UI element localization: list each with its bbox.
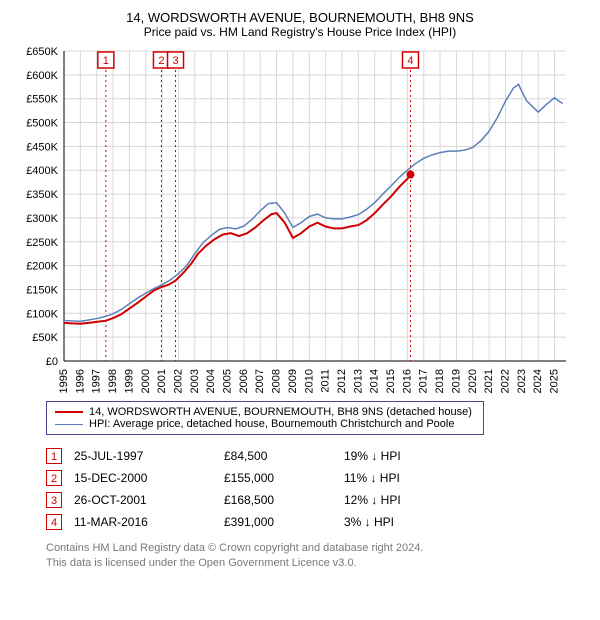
- legend-swatch: [55, 411, 83, 413]
- event-delta: 12% ↓ HPI: [344, 493, 454, 507]
- svg-text:1: 1: [103, 55, 109, 67]
- svg-text:2021: 2021: [483, 369, 495, 393]
- svg-text:2000: 2000: [140, 369, 152, 393]
- svg-text:2017: 2017: [418, 369, 430, 393]
- legend-swatch: [55, 424, 83, 425]
- svg-text:1995: 1995: [58, 369, 70, 393]
- event-row: 1 25-JUL-1997£84,50019% ↓ HPI: [46, 445, 588, 467]
- event-price: £168,500: [224, 493, 344, 507]
- event-number-box: 2: [46, 470, 62, 486]
- svg-text:2020: 2020: [467, 369, 479, 393]
- svg-text:£450K: £450K: [26, 141, 58, 153]
- svg-text:2016: 2016: [401, 369, 413, 393]
- svg-text:2014: 2014: [369, 369, 381, 393]
- svg-text:£150K: £150K: [26, 284, 58, 296]
- svg-text:2022: 2022: [499, 369, 511, 393]
- event-price: £155,000: [224, 471, 344, 485]
- event-row: 4 11-MAR-2016£391,0003% ↓ HPI: [46, 511, 588, 533]
- event-date: 25-JUL-1997: [74, 449, 224, 463]
- svg-text:2009: 2009: [287, 369, 299, 393]
- event-delta: 3% ↓ HPI: [344, 515, 454, 529]
- event-delta: 11% ↓ HPI: [344, 471, 454, 485]
- svg-text:2024: 2024: [532, 369, 544, 393]
- svg-text:2004: 2004: [205, 369, 217, 393]
- svg-text:£550K: £550K: [26, 94, 58, 106]
- svg-text:£400K: £400K: [26, 165, 58, 177]
- event-date: 26-OCT-2001: [74, 493, 224, 507]
- svg-text:£0: £0: [46, 356, 58, 368]
- svg-text:2001: 2001: [156, 369, 168, 393]
- legend-item-hpi: HPI: Average price, detached house, Bour…: [55, 418, 475, 430]
- svg-text:2015: 2015: [385, 369, 397, 393]
- svg-text:£300K: £300K: [26, 213, 58, 225]
- svg-text:2025: 2025: [549, 369, 561, 393]
- svg-text:2002: 2002: [172, 369, 184, 393]
- svg-text:2003: 2003: [189, 369, 201, 393]
- svg-text:£500K: £500K: [26, 118, 58, 130]
- legend-label: 14, WORDSWORTH AVENUE, BOURNEMOUTH, BH8 …: [89, 406, 472, 418]
- event-row: 2 15-DEC-2000£155,00011% ↓ HPI: [46, 467, 588, 489]
- svg-text:2013: 2013: [352, 369, 364, 393]
- attribution-line: Contains HM Land Registry data © Crown c…: [46, 541, 588, 556]
- legend: 14, WORDSWORTH AVENUE, BOURNEMOUTH, BH8 …: [46, 401, 484, 435]
- event-price: £391,000: [224, 515, 344, 529]
- event-delta: 19% ↓ HPI: [344, 449, 454, 463]
- svg-text:£50K: £50K: [32, 332, 58, 344]
- svg-text:1998: 1998: [107, 369, 119, 393]
- svg-text:£100K: £100K: [26, 308, 58, 320]
- event-date: 15-DEC-2000: [74, 471, 224, 485]
- svg-text:£600K: £600K: [26, 70, 58, 82]
- svg-text:£650K: £650K: [26, 46, 58, 58]
- event-number-box: 4: [46, 514, 62, 530]
- event-table: 1 25-JUL-1997£84,50019% ↓ HPI 2 15-DEC-2000…: [46, 445, 588, 533]
- event-date: 11-MAR-2016: [74, 515, 224, 529]
- svg-text:2008: 2008: [271, 369, 283, 393]
- line-chart: £0 £50K £100K £150K £200K £250K £300K £350K £400…: [12, 45, 572, 395]
- svg-text:1999: 1999: [123, 369, 135, 393]
- svg-text:2: 2: [158, 55, 164, 67]
- svg-text:1997: 1997: [91, 369, 103, 393]
- event-number-box: 1: [46, 448, 62, 464]
- chart-subtitle: Price paid vs. HM Land Registry's House …: [12, 25, 588, 39]
- event-row: 3 26-OCT-2001£168,50012% ↓ HPI: [46, 489, 588, 511]
- svg-text:2010: 2010: [303, 369, 315, 393]
- svg-text:1996: 1996: [74, 369, 86, 393]
- legend-label: HPI: Average price, detached house, Bour…: [89, 418, 454, 430]
- svg-text:2007: 2007: [254, 369, 266, 393]
- attribution: Contains HM Land Registry data © Crown c…: [46, 541, 588, 571]
- legend-item-price-paid: 14, WORDSWORTH AVENUE, BOURNEMOUTH, BH8 …: [55, 406, 475, 418]
- chart-title: 14, WORDSWORTH AVENUE, BOURNEMOUTH, BH8 …: [12, 10, 588, 25]
- event-price: £84,500: [224, 449, 344, 463]
- svg-text:2023: 2023: [516, 369, 528, 393]
- svg-text:4: 4: [407, 55, 413, 67]
- svg-text:3: 3: [172, 55, 178, 67]
- svg-text:2018: 2018: [434, 369, 446, 393]
- svg-text:2011: 2011: [320, 369, 332, 393]
- svg-text:2019: 2019: [450, 369, 462, 393]
- svg-text:£200K: £200K: [26, 261, 58, 273]
- chart-area: £0 £50K £100K £150K £200K £250K £300K £350K £400…: [12, 45, 588, 395]
- attribution-line: This data is licensed under the Open Gov…: [46, 556, 588, 571]
- svg-text:£350K: £350K: [26, 189, 58, 201]
- svg-text:2005: 2005: [222, 369, 234, 393]
- event-number-box: 3: [46, 492, 62, 508]
- svg-text:2006: 2006: [238, 369, 250, 393]
- svg-text:£250K: £250K: [26, 237, 58, 249]
- svg-text:2012: 2012: [336, 369, 348, 393]
